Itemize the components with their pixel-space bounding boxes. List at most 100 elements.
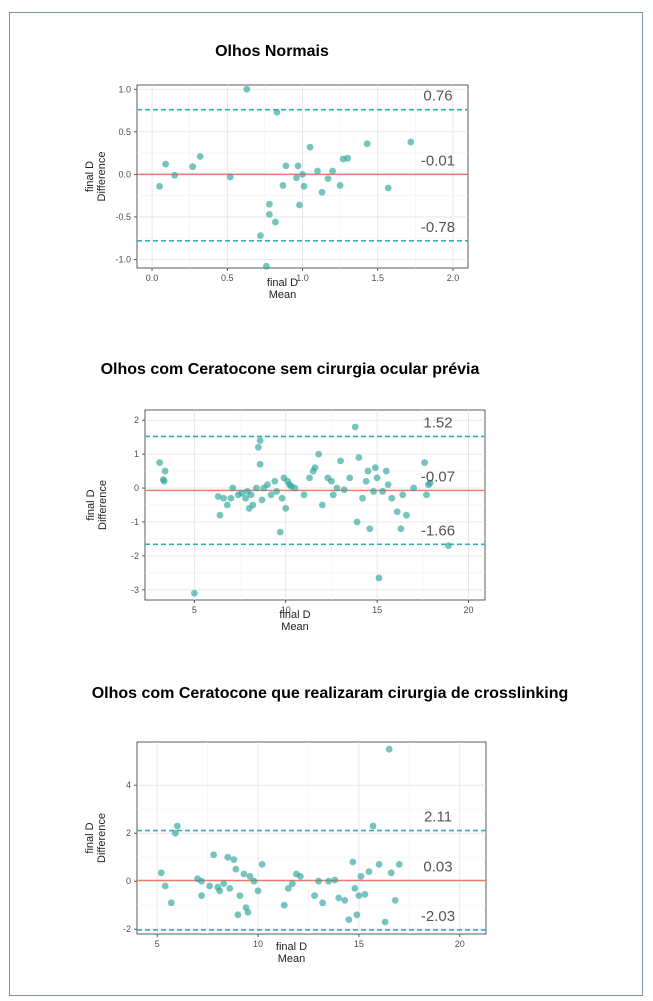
data-point xyxy=(306,143,314,151)
data-point xyxy=(161,467,169,475)
data-point xyxy=(256,437,264,444)
chart-3: Olhos com Ceratocone que realizaram ciru… xyxy=(84,685,568,965)
data-point xyxy=(256,232,264,240)
data-point xyxy=(366,525,374,533)
x-axis-label: Mean xyxy=(278,953,306,965)
x-tick-label: 1.5 xyxy=(371,273,384,283)
data-point xyxy=(278,494,286,502)
data-point xyxy=(220,880,228,887)
y-axis-label: Difference xyxy=(96,152,108,202)
data-point xyxy=(300,182,308,190)
y-axis-label: Difference xyxy=(96,813,108,863)
data-point xyxy=(341,897,349,904)
data-point xyxy=(384,184,392,192)
data-point xyxy=(337,457,344,465)
data-point xyxy=(340,486,348,494)
data-point xyxy=(351,885,359,892)
upper-limit-label: 1.52 xyxy=(423,414,452,431)
data-point xyxy=(240,870,248,878)
data-point xyxy=(349,858,357,866)
x-tick-label: 0.0 xyxy=(146,273,159,283)
data-point xyxy=(331,876,339,884)
data-point xyxy=(293,174,300,182)
data-point xyxy=(250,877,258,885)
data-point xyxy=(426,479,434,487)
data-point xyxy=(365,868,373,875)
data-point xyxy=(247,491,255,499)
y-tick-label: 2 xyxy=(134,415,139,425)
mean-label: -0.07 xyxy=(421,468,455,485)
data-point xyxy=(391,897,399,904)
data-point xyxy=(273,108,281,116)
y-axis-label: final D xyxy=(84,161,96,192)
data-point xyxy=(273,488,281,495)
data-point xyxy=(345,916,353,923)
data-point xyxy=(256,460,264,468)
data-point xyxy=(319,899,326,907)
data-point xyxy=(297,873,304,880)
x-tick-label: 1.0 xyxy=(296,273,309,283)
data-point xyxy=(224,853,232,861)
data-point xyxy=(249,501,257,509)
data-point xyxy=(315,450,323,458)
data-point xyxy=(355,892,363,899)
y-tick-label: -1.0 xyxy=(115,254,131,264)
data-point xyxy=(336,182,344,189)
minor-grid xyxy=(137,742,486,934)
data-point xyxy=(311,464,319,472)
data-point xyxy=(407,138,415,146)
y-tick-label: 2 xyxy=(126,828,131,838)
data-point xyxy=(381,918,389,926)
data-point xyxy=(346,474,354,482)
data-point xyxy=(226,885,234,892)
data-point xyxy=(227,494,235,502)
data-point xyxy=(216,887,224,895)
mean-label: -0.01 xyxy=(421,152,455,169)
data-point xyxy=(333,484,341,492)
data-point xyxy=(382,467,390,475)
data-point xyxy=(314,167,321,175)
upper-limit-label: 0.76 xyxy=(423,88,452,105)
y-tick-label: 1 xyxy=(134,449,139,459)
data-point xyxy=(262,262,270,270)
x-axis-label: final D xyxy=(276,941,307,953)
data-point xyxy=(353,911,361,919)
data-point xyxy=(266,210,273,218)
data-point xyxy=(156,459,164,466)
data-point xyxy=(173,822,181,830)
data-point xyxy=(282,162,290,170)
data-point xyxy=(375,574,383,582)
data-point xyxy=(157,869,165,877)
data-point xyxy=(355,454,363,461)
data-point xyxy=(362,477,370,485)
chart-2: Olhos com Ceratocone sem cirurgia ocular… xyxy=(85,361,486,633)
data-point xyxy=(230,856,238,863)
data-point xyxy=(410,484,418,492)
data-point xyxy=(375,861,383,868)
page-border xyxy=(9,12,643,996)
y-tick-label: -3 xyxy=(131,585,139,595)
data-point xyxy=(238,489,246,497)
data-point xyxy=(318,188,326,196)
data-point xyxy=(335,894,343,902)
data-point xyxy=(357,873,365,880)
x-tick-label: 0.5 xyxy=(221,273,234,283)
data-point xyxy=(369,822,377,830)
chart-title: Olhos com Ceratocone sem cirurgia ocular… xyxy=(101,361,480,378)
data-point xyxy=(445,542,452,550)
y-axis-label: final D xyxy=(85,489,97,520)
x-tick-label: 2.0 xyxy=(447,273,460,283)
data-point xyxy=(236,892,244,899)
x-axis-label: Mean xyxy=(269,289,297,301)
data-point xyxy=(288,880,296,887)
chart-1: Olhos Normais 0.0 0.5 1.0 1.5 2.0 -1.0 -0.5 0.0 0… xyxy=(84,43,469,301)
data-point xyxy=(258,861,266,868)
chart-title: Olhos com Ceratocone que realizaram ciru… xyxy=(92,685,569,702)
upper-limit-label: 2.11 xyxy=(424,809,452,826)
data-point xyxy=(359,494,366,502)
y-tick-label: -1 xyxy=(131,517,139,527)
data-point xyxy=(216,511,224,519)
data-point xyxy=(272,218,279,226)
data-point xyxy=(291,484,299,492)
